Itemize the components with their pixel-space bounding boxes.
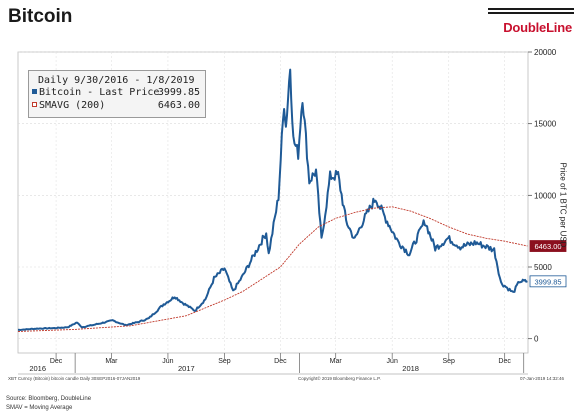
x-tick-label: Mar (330, 358, 343, 365)
y-tick-label: 10000 (534, 191, 557, 200)
series-line-smavg (17, 206, 528, 332)
footer-source: Source: Bloomberg, DoubleLine (6, 396, 92, 402)
footer-note: SMAV = Moving Average (6, 405, 73, 411)
legend-header: Daily 9/30/2016 - 1/8/2019 (38, 75, 195, 86)
y-tick-label: 5000 (534, 263, 552, 272)
footer-bottom-center: Copyright© 2019 Bloomberg Finance L.P. (298, 376, 381, 381)
y-tick-label: 15000 (534, 120, 557, 129)
last-value-label: 3999.85 (534, 277, 561, 286)
legend-label: Bitcoin - Last Price (39, 87, 160, 98)
brand-logo: DoubleLine (503, 20, 572, 35)
y-tick-label: 20000 (534, 48, 557, 57)
x-tick-label: Dec (498, 358, 511, 365)
series-line-bitcoin (17, 68, 528, 331)
y-axis-title: Price of 1 BTC per USD (558, 162, 568, 248)
x-tick-label: Jun (387, 358, 398, 365)
legend-item-bitcoin: Bitcoin - Last Price 3999.85 (32, 87, 202, 98)
legend-box: Daily 9/30/2016 - 1/8/2019 Bitcoin - Las… (28, 70, 206, 118)
legend-swatch-square-icon (32, 89, 37, 94)
last-value-flag-smavg (529, 240, 567, 252)
legend-swatch-square-icon (32, 102, 37, 107)
legend-item-smavg: SMAVG (200) 6463.00 (32, 100, 202, 111)
brand-rule-lines (488, 8, 574, 18)
last-value-label: 6463.00 (534, 242, 561, 251)
x-tick-label: Dec (274, 358, 287, 365)
last-value-flag-bitcoin (529, 275, 567, 288)
x-tick-label: Dec (50, 358, 63, 365)
legend-value: 6463.00 (157, 100, 200, 111)
legend-label: SMAVG (200) (39, 100, 106, 111)
x-tick-label: Mar (105, 358, 118, 365)
plot-frame (17, 51, 529, 354)
x-tick-label: Jun (162, 358, 173, 365)
chart-title: Bitcoin (8, 6, 73, 27)
x-year-label: 2017 (178, 364, 195, 373)
footer-bottom-left: XBT Curncy (Bitcoin) bitcoin candle Dail… (8, 376, 141, 381)
y-tick-label: 0 (534, 335, 539, 344)
footer-bottom-right: 07-Jan-2019 14:32:46 (520, 376, 565, 381)
legend-value: 3999.85 (157, 87, 200, 98)
x-year-label: 2018 (402, 364, 419, 373)
x-year-label: 2016 (29, 364, 46, 373)
x-tick-label: Sep (443, 358, 456, 365)
x-tick-label: Sep (218, 358, 231, 365)
